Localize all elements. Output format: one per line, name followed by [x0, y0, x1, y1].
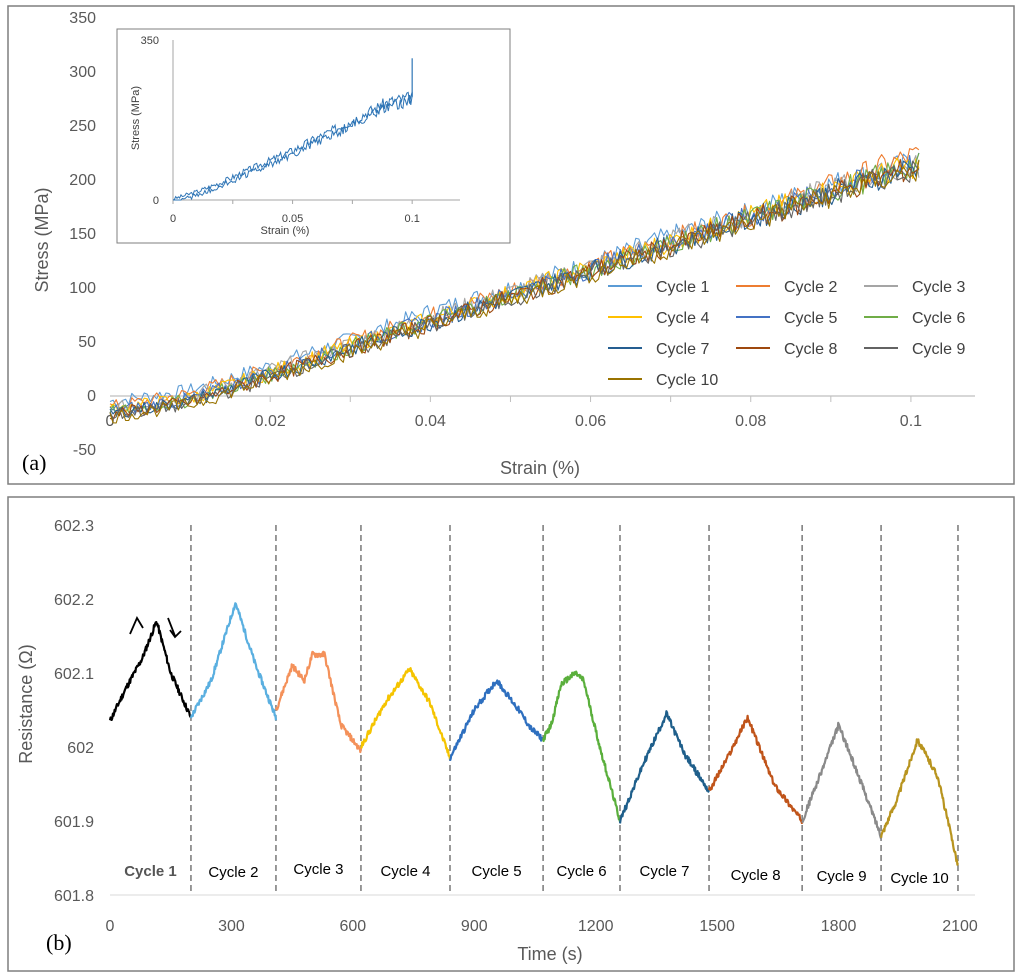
panel-a-label: (a) — [22, 450, 46, 475]
x-origin-label: 0 — [106, 413, 115, 430]
resistance-line-cycle-8 — [707, 714, 804, 825]
panel-b-ylabel: Resistance (Ω) — [16, 644, 36, 764]
resistance-line-cycle-5 — [448, 679, 544, 762]
x-tick-label: 0.02 — [255, 413, 286, 430]
inset-x-tick-label: 0.1 — [405, 213, 420, 225]
b-y-tick-label: 601.8 — [54, 888, 94, 905]
resistance-line-cycle-10 — [880, 738, 960, 866]
b-x-tick-label: 1800 — [821, 918, 857, 935]
legend-label: Cycle 8 — [784, 341, 837, 358]
resistance-line-cycle-6 — [542, 670, 622, 822]
resistance-line-cycle-1 — [108, 621, 193, 721]
legend-label: Cycle 1 — [656, 279, 709, 296]
inset-xlabel: Strain (%) — [261, 225, 310, 237]
rising-arrow-icon — [129, 616, 144, 635]
x-tick-label: 0.06 — [575, 413, 606, 430]
cycle-label: Cycle 8 — [731, 867, 781, 884]
cycle-label: Cycle 2 — [208, 864, 258, 881]
inset-x-tick-label: 0 — [170, 213, 176, 225]
x-tick-label: 0.1 — [900, 413, 922, 430]
panel-b-frame — [7, 496, 1015, 972]
series-line-10 — [109, 159, 920, 424]
b-x-tick-label: 600 — [340, 918, 367, 935]
inset-y-tick-label: 0 — [153, 195, 159, 207]
inset-x-tick-label: 0.05 — [282, 213, 303, 225]
b-x-tick-label: 0 — [106, 918, 115, 935]
resistance-line-cycle-3 — [274, 650, 363, 754]
legend-label: Cycle 9 — [912, 341, 965, 358]
y-tick-label: -50 — [73, 442, 96, 459]
series-line-9 — [109, 160, 920, 420]
y-tick-label: 150 — [69, 226, 96, 243]
legend-label: Cycle 4 — [656, 310, 709, 327]
legend-label: Cycle 2 — [784, 279, 837, 296]
b-y-tick-label: 601.9 — [54, 814, 94, 831]
legend-label: Cycle 5 — [784, 310, 837, 327]
inset-ylabel: Stress (MPa) — [130, 86, 142, 150]
legend-label: Cycle 3 — [912, 279, 965, 296]
y-tick-label: 200 — [69, 172, 96, 189]
y-tick-label: 250 — [69, 118, 96, 135]
falling-arrow-icon — [167, 617, 182, 639]
b-y-tick-label: 602.2 — [54, 592, 94, 609]
panel-a-xlabel: Strain (%) — [500, 458, 580, 478]
panel-b-xlabel: Time (s) — [517, 944, 582, 964]
panel-b-label: (b) — [46, 930, 72, 955]
resistance-line-cycle-9 — [801, 721, 883, 840]
b-y-tick-label: 602.1 — [54, 666, 94, 683]
panel-a-ylabel: Stress (MPa) — [32, 187, 52, 292]
b-x-tick-label: 1200 — [578, 918, 614, 935]
b-x-tick-label: 1500 — [699, 918, 735, 935]
cycle-label: Cycle 9 — [817, 868, 867, 885]
inset-y-tick-label: 350 — [141, 35, 159, 47]
cycle-label: Cycle 6 — [557, 863, 607, 880]
x-tick-label: 0.04 — [415, 413, 446, 430]
y-tick-label: 100 — [69, 280, 96, 297]
cycle-label: Cycle 7 — [640, 863, 690, 880]
b-x-tick-label: 900 — [461, 918, 488, 935]
cycle-label: Cycle 5 — [472, 863, 522, 880]
y-tick-label: 0 — [87, 388, 96, 405]
legend-label: Cycle 10 — [656, 372, 718, 389]
y-tick-label: 350 — [69, 10, 96, 27]
x-tick-label: 0.08 — [735, 413, 766, 430]
resistance-line-cycle-2 — [189, 602, 278, 721]
legend-label: Cycle 6 — [912, 310, 965, 327]
y-tick-label: 300 — [69, 64, 96, 81]
cycle-label: Cycle 1 — [124, 863, 177, 880]
b-y-tick-label: 602 — [67, 740, 94, 757]
y-tick-label: 50 — [78, 334, 96, 351]
b-y-tick-label: 602.3 — [54, 518, 94, 535]
b-x-tick-label: 300 — [218, 918, 245, 935]
resistance-line-cycle-7 — [618, 710, 710, 824]
b-x-tick-label: 2100 — [942, 918, 978, 935]
cycle-label: Cycle 4 — [380, 863, 430, 880]
cycle-label: Cycle 3 — [293, 861, 343, 878]
inset-frame — [116, 28, 511, 244]
legend-label: Cycle 7 — [656, 341, 709, 358]
cycle-label: Cycle 10 — [890, 870, 948, 887]
resistance-line-cycle-4 — [360, 667, 452, 760]
